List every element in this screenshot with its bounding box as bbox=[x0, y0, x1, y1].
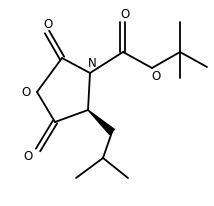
Text: O: O bbox=[21, 85, 31, 98]
Text: O: O bbox=[23, 150, 33, 163]
Polygon shape bbox=[88, 110, 114, 135]
Text: O: O bbox=[120, 7, 130, 21]
Text: O: O bbox=[151, 69, 161, 82]
Text: N: N bbox=[88, 56, 96, 69]
Text: O: O bbox=[43, 18, 53, 30]
